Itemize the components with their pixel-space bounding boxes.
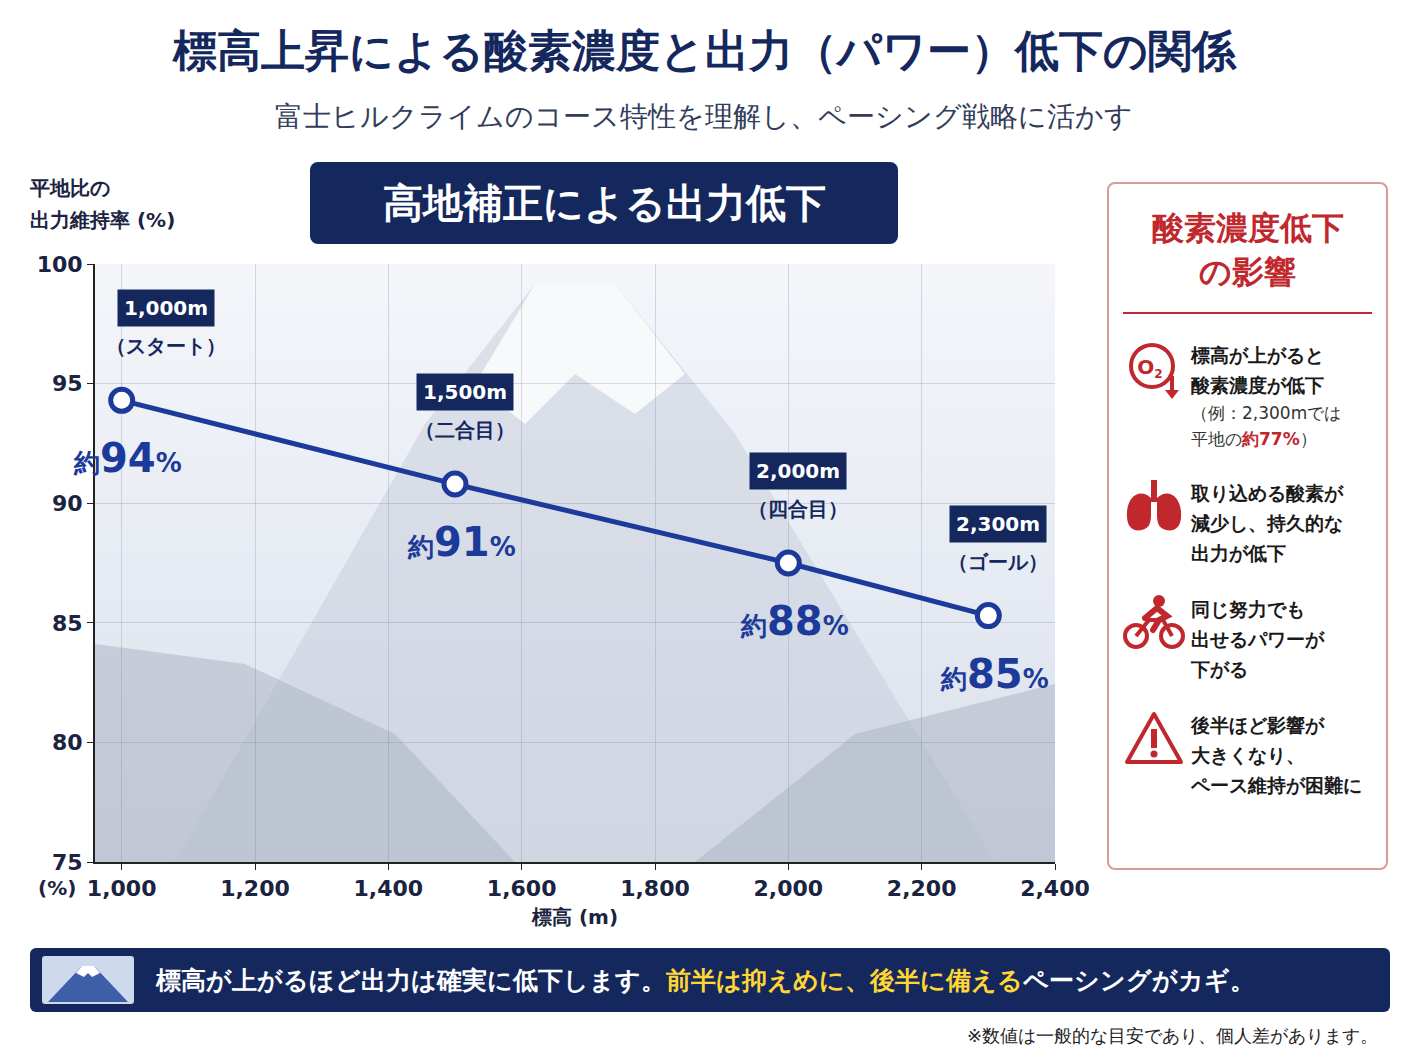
svg-text:1,200: 1,200 <box>220 876 290 901</box>
svg-text:約85%: 約85% <box>940 651 1049 697</box>
svg-text:75: 75 <box>52 850 83 875</box>
svg-text:1,400: 1,400 <box>354 876 424 901</box>
html-text:※数値は一般的な目安であり、個人差があります。: ※数値は一般的な目安であり、個人差があります。 <box>966 1025 1378 1046</box>
svg-text:1,500m: 1,500m <box>423 380 507 404</box>
svg-text:O2: O2 <box>1137 355 1162 381</box>
svg-text:（ゴール）: （ゴール） <box>948 550 1048 574</box>
svg-text:2,200: 2,200 <box>887 876 957 901</box>
svg-text:約94%: 約94% <box>73 435 182 481</box>
html-text:平地比の 出力維持率 (%): 平地比の 出力維持率 (%) <box>30 176 176 232</box>
svg-text:1,000m: 1,000m <box>124 296 208 320</box>
html-text:酸素濃度低下 の影響: 酸素濃度低下 の影響 <box>1151 209 1344 291</box>
html-text:取り込める酸素が 減少し、持久的な 出力が低下: 取り込める酸素が 減少し、持久的な 出力が低下 <box>1191 482 1343 564</box>
html-text:後半ほど影響が 大きくなり、 ペース維持が困難に: 後半ほど影響が 大きくなり、 ペース維持が困難に <box>1191 714 1362 796</box>
svg-text:2,000m: 2,000m <box>756 459 840 483</box>
svg-text:95: 95 <box>52 371 83 396</box>
svg-text:1,600: 1,600 <box>487 876 557 901</box>
svg-text:80: 80 <box>52 730 83 755</box>
html-text:富士ヒルクライムのコース特性を理解し、ペーシング戦略に活かす: 富士ヒルクライムのコース特性を理解し、ペーシング戦略に活かす <box>275 100 1133 133</box>
svg-text:（二合目）: （二合目） <box>415 418 515 442</box>
svg-text:1,800: 1,800 <box>620 876 690 901</box>
html-text:同じ努力でも 出せるパワーが 下がる: 同じ努力でも 出せるパワーが 下がる <box>1191 598 1324 680</box>
svg-text:（四合目）: （四合目） <box>748 497 848 521</box>
svg-text:85: 85 <box>52 611 83 636</box>
svg-text:100: 100 <box>37 252 83 277</box>
svg-text:標高 (m): 標高 (m) <box>531 905 618 929</box>
svg-text:2,400: 2,400 <box>1020 876 1090 901</box>
html-text:標高上昇による酸素濃度と出力（パワー）低下の関係: 標高上昇による酸素濃度と出力（パワー）低下の関係 <box>172 25 1236 76</box>
svg-text:2,000: 2,000 <box>754 876 824 901</box>
html-text:高地補正による出力低下: 高地補正による出力低下 <box>382 179 826 226</box>
svg-text:90: 90 <box>52 491 83 516</box>
svg-text:1,000: 1,000 <box>87 876 157 901</box>
svg-text:（スタート）: （スタート） <box>106 334 226 358</box>
svg-text:2,300m: 2,300m <box>956 512 1040 536</box>
html-text:標高が上がるほど出力は確実に低下します。前半は抑えめに、後半: 標高が上がるほど出力は確実に低下します。前半は抑えめに、後半に備えるペーシングが… <box>156 965 1255 995</box>
svg-text:約91%: 約91% <box>407 519 516 565</box>
html-text:（例：2,300mでは 平地の約77%）: （例：2,300mでは 平地の約77%） <box>1191 403 1342 449</box>
html-text:標高が上がると 酸素濃度が低下: 標高が上がると 酸素濃度が低下 <box>1191 344 1324 396</box>
svg-text:約88%: 約88% <box>740 598 849 644</box>
